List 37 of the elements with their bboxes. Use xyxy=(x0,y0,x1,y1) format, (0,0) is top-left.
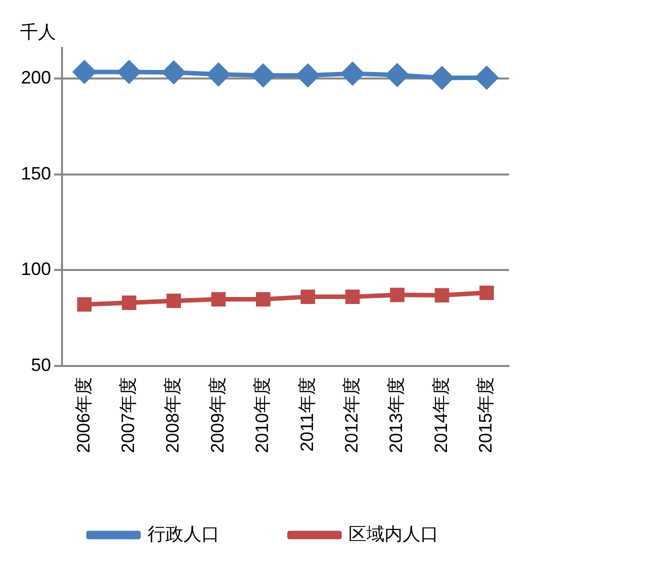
y-tick-label: 100 xyxy=(20,259,52,280)
point xyxy=(166,294,181,308)
point xyxy=(386,64,409,86)
point xyxy=(118,60,140,84)
y-tick-label: 200 xyxy=(20,68,52,88)
point xyxy=(77,297,92,312)
x-tick-label: 2009年度 xyxy=(207,376,228,454)
point xyxy=(211,292,226,306)
point xyxy=(479,286,494,300)
point xyxy=(252,64,274,87)
x-tick-label: 2013年度 xyxy=(386,376,406,454)
x-tick-label: 2012年度 xyxy=(342,376,362,454)
point xyxy=(296,64,320,87)
x-tick-label: 2008年度 xyxy=(162,376,183,454)
x-tick-label: 2006年度 xyxy=(73,376,94,454)
legend-label: 区域内人口 xyxy=(348,524,438,544)
point xyxy=(430,66,454,90)
x-tick-label: 2015年度 xyxy=(476,376,496,454)
point xyxy=(475,66,498,89)
point xyxy=(434,288,450,302)
point xyxy=(345,290,360,304)
x-tick-label: 2014年度 xyxy=(430,376,451,454)
point xyxy=(390,288,404,302)
point xyxy=(73,60,96,84)
point xyxy=(162,61,186,84)
point xyxy=(341,62,364,85)
point xyxy=(207,63,230,86)
y-tick-label: 150 xyxy=(20,163,52,184)
point xyxy=(256,292,270,306)
legend-label: 行政人口 xyxy=(148,524,220,544)
x-tick-label: 2007年度 xyxy=(118,376,138,454)
y-axis-title: 千人 xyxy=(20,22,56,42)
point xyxy=(122,296,136,310)
y-tick-label: 50 xyxy=(31,354,52,375)
point xyxy=(300,290,316,304)
x-tick-label: 2011年度 xyxy=(296,376,317,452)
x-tick-label: 2010年度 xyxy=(252,376,272,454)
